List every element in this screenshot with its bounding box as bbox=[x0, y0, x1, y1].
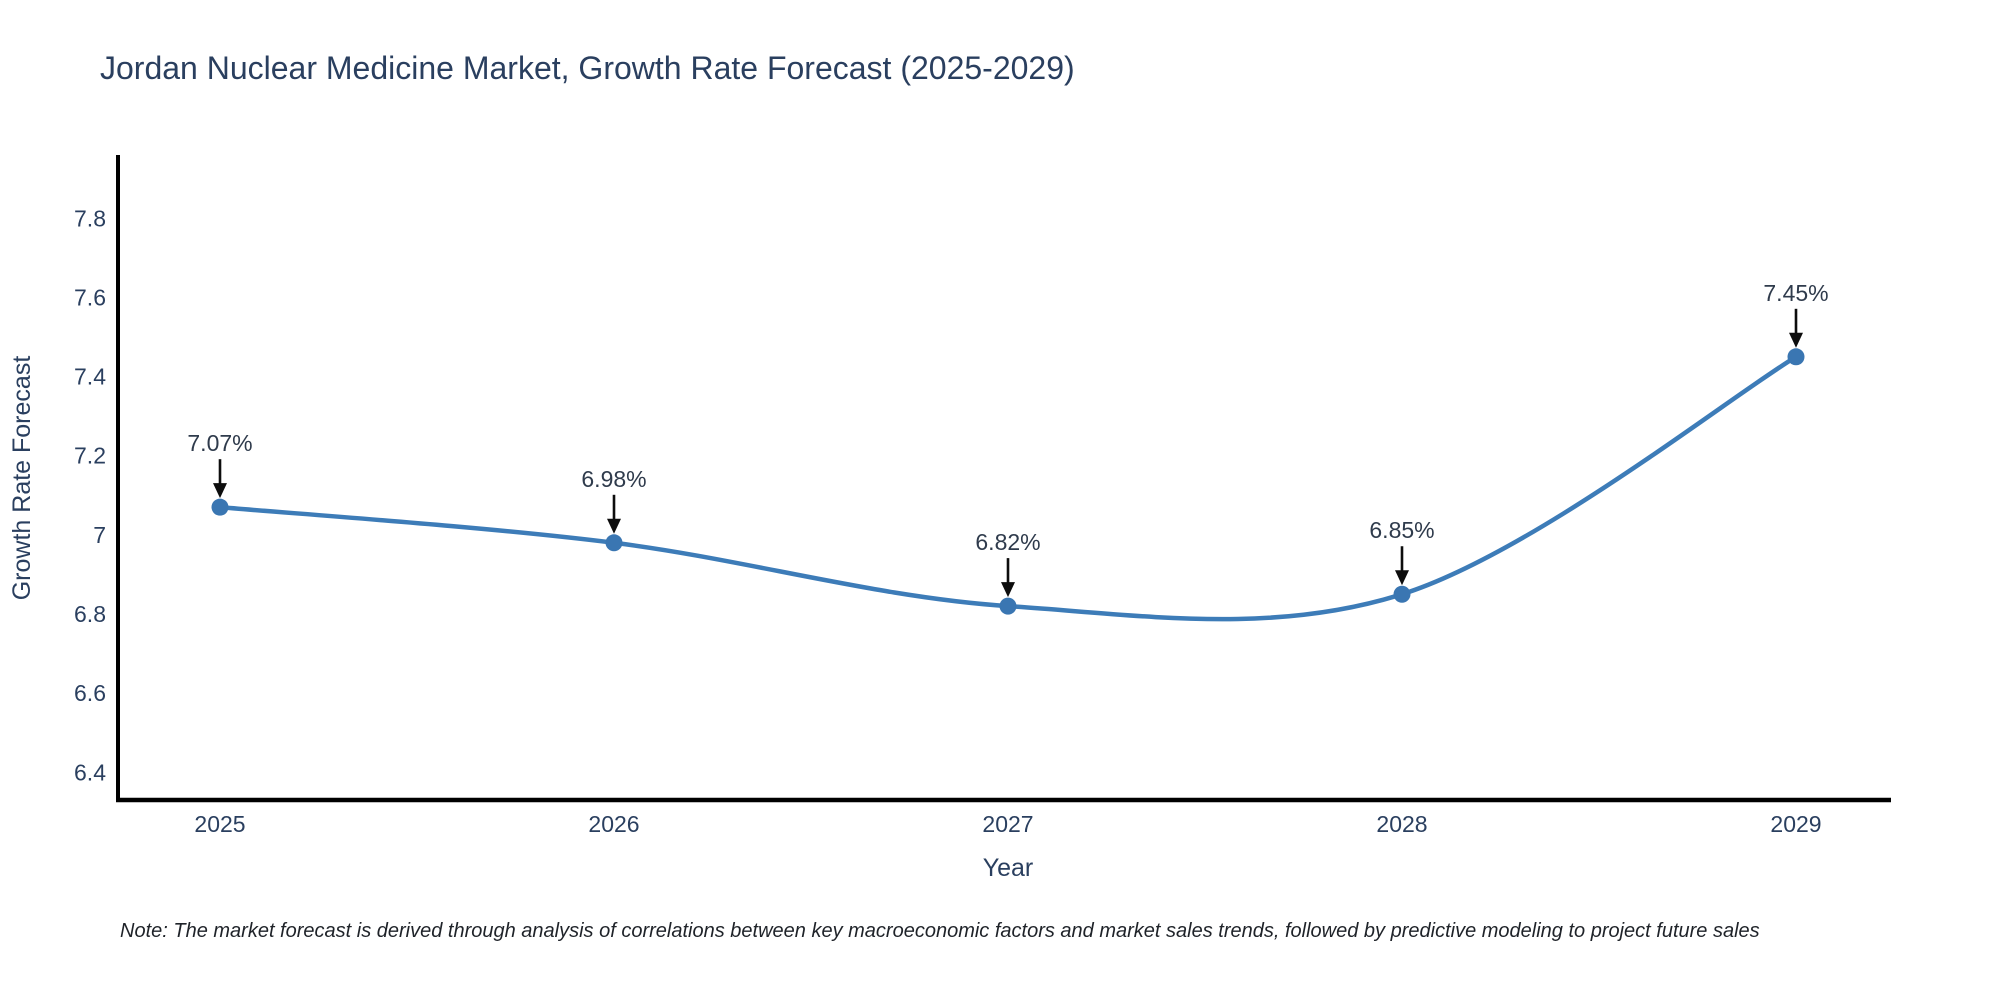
x-tick-label: 2025 bbox=[194, 811, 245, 837]
annotation-arrowhead-icon bbox=[1789, 332, 1803, 348]
data-point-marker[interactable] bbox=[1787, 348, 1805, 366]
x-tick-label: 2028 bbox=[1376, 811, 1427, 837]
data-point-marker[interactable] bbox=[605, 534, 623, 552]
data-point-marker[interactable] bbox=[211, 498, 229, 516]
x-axis-title: Year bbox=[983, 854, 1034, 882]
y-axis-title: Growth Rate Forecast bbox=[8, 356, 36, 601]
y-tick-label: 7 bbox=[93, 522, 106, 548]
point-annotation-label: 6.98% bbox=[581, 466, 646, 492]
y-tick-label: 7.2 bbox=[74, 443, 106, 469]
x-tick-label: 2027 bbox=[982, 811, 1033, 837]
chart-title: Jordan Nuclear Medicine Market, Growth R… bbox=[100, 50, 1075, 86]
data-point-marker[interactable] bbox=[1393, 585, 1411, 603]
data-point-marker[interactable] bbox=[999, 597, 1017, 615]
y-tick-label: 7.8 bbox=[74, 205, 106, 231]
y-tick-label: 7.6 bbox=[74, 284, 106, 310]
annotation-arrowhead-icon bbox=[1395, 570, 1409, 586]
x-tick-label: 2029 bbox=[1770, 811, 1821, 837]
annotation-arrowhead-icon bbox=[213, 483, 227, 499]
footnote: Note: The market forecast is derived thr… bbox=[120, 920, 1760, 942]
point-annotation-label: 7.45% bbox=[1763, 280, 1828, 306]
point-annotation-label: 6.82% bbox=[975, 529, 1040, 555]
y-tick-label: 7.4 bbox=[74, 364, 106, 390]
annotation-arrowhead-icon bbox=[607, 518, 621, 534]
y-tick-label: 6.8 bbox=[74, 601, 106, 627]
point-annotation-label: 6.85% bbox=[1369, 517, 1434, 543]
x-tick-label: 2026 bbox=[588, 811, 639, 837]
point-annotation-label: 7.07% bbox=[187, 430, 252, 456]
y-tick-label: 6.6 bbox=[74, 680, 106, 706]
annotation-arrowhead-icon bbox=[1001, 582, 1015, 598]
y-tick-label: 6.4 bbox=[74, 759, 106, 785]
